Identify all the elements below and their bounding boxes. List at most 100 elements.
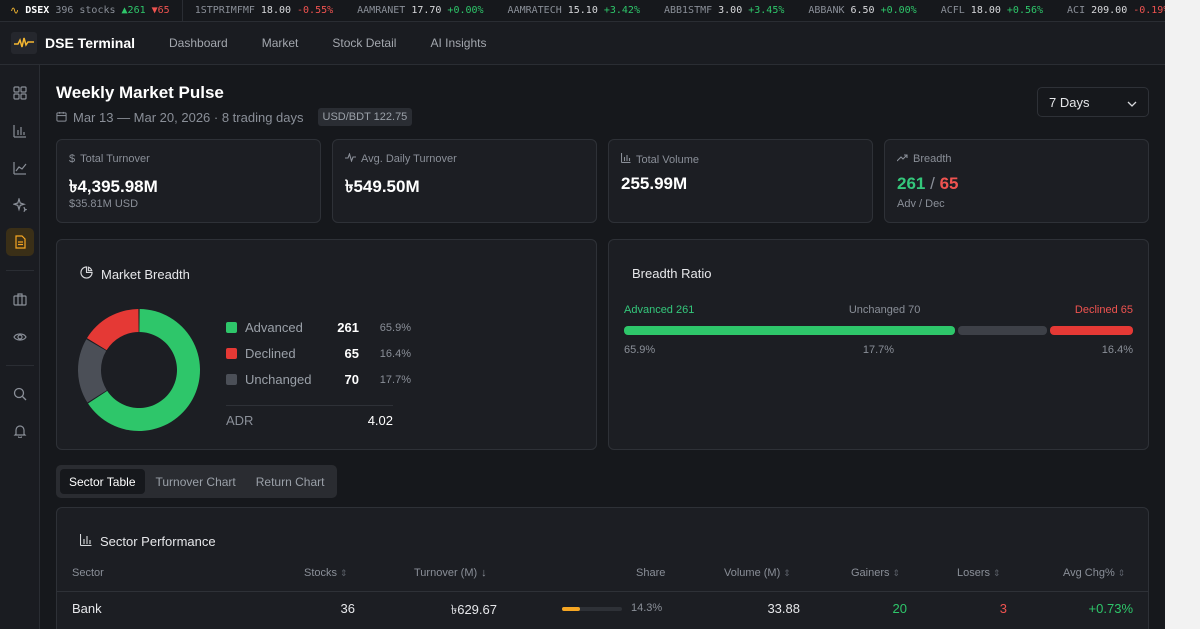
col-gainers[interactable]: Gainers ⇕	[851, 567, 900, 579]
legend-count: 70	[344, 372, 359, 387]
sort-icon: ⇕	[783, 568, 791, 578]
cell-stocks: 36	[340, 601, 355, 616]
col-label: Volume (M)	[724, 567, 781, 579]
ticker-item[interactable]: 1STPRIMFMF 18.00 -0.55%	[195, 5, 333, 16]
col-sector[interactable]: Sector	[72, 567, 104, 579]
nav-ai-insights[interactable]: AI Insights	[430, 36, 487, 50]
donut-slice-advanced[interactable]	[88, 309, 200, 431]
col-stocks[interactable]: Stocks ⇕	[304, 567, 348, 579]
cell-gainers: 20	[892, 601, 907, 616]
declines-count: ▼65	[151, 5, 170, 16]
fx-rate-badge: USD/BDT 122.75	[317, 108, 413, 126]
ratio-advanced-label: Advanced 261	[624, 304, 695, 316]
main-content: Weekly Market Pulse Mar 13 — Mar 20, 202…	[41, 66, 1165, 629]
sort-icon: ⇕	[1117, 568, 1126, 578]
sidebar-divider	[6, 270, 34, 271]
ticker-item[interactable]: AAMRANET 17.70 +0.00%	[357, 5, 483, 16]
index-name: DSEX	[25, 5, 50, 16]
col-losers[interactable]: Losers ⇕	[957, 567, 1001, 579]
stat-label: Breadth	[896, 153, 952, 165]
nav-stock-detail[interactable]: Stock Detail	[332, 36, 397, 50]
legend-count: 261	[337, 320, 359, 335]
ratio-unchanged-label: Unchanged 70	[848, 304, 921, 316]
stat-label-text: Avg. Daily Turnover	[361, 153, 457, 165]
line-chart-icon[interactable]	[6, 154, 34, 182]
sector-performance-card: Sector Performance Sector Stocks ⇕ Turnov…	[56, 507, 1149, 629]
card-title-text: Sector Performance	[100, 534, 216, 549]
ticker-change: +3.45%	[748, 5, 785, 16]
table-row[interactable]: Bank 36 ৳629.67 14.3% 33.88 20 3 +0.73%	[57, 591, 1148, 626]
report-icon[interactable]	[6, 228, 34, 256]
ticker-change: +0.00%	[447, 5, 484, 16]
ticker-change: -0.19%	[1133, 5, 1165, 16]
tab-turnover-chart[interactable]: Turnover Chart	[155, 474, 236, 489]
briefcase-icon[interactable]	[6, 285, 34, 313]
col-label: Losers	[957, 567, 991, 579]
nav-market[interactable]: Market	[261, 36, 299, 50]
stat-label: Avg. Daily Turnover	[345, 152, 457, 165]
ticker-item[interactable]: ACFL 18.00 +0.56%	[941, 5, 1043, 16]
chevron-down-icon	[1127, 95, 1137, 110]
ratio-unchanged-pct: 17.7%	[862, 344, 895, 356]
bar-chart-icon[interactable]	[6, 117, 34, 145]
ratio-bar	[624, 326, 1133, 335]
pulse-icon: ∿	[10, 4, 20, 17]
cell-volume: 33.88	[767, 601, 800, 616]
ticker-symbol: 1STPRIMFMF	[194, 5, 255, 16]
adr-label: ADR	[226, 413, 254, 428]
search-icon[interactable]	[6, 380, 34, 408]
period-select-value: 7 Days	[1049, 94, 1090, 110]
stat-sub: Adv / Dec	[897, 198, 945, 210]
nav-dashboard[interactable]: Dashboard	[169, 36, 228, 50]
col-turnover[interactable]: Turnover (M) ↓	[414, 567, 487, 579]
sparkles-icon[interactable]	[6, 191, 34, 219]
legend-pct: 17.7%	[379, 373, 411, 386]
legend-declined: Declined 65 16.4%	[226, 346, 411, 361]
ticker-item[interactable]: ABBANK 6.50 +0.00%	[808, 5, 916, 16]
donut-slice-unchanged[interactable]	[77, 339, 107, 403]
stock-count: 396 stocks	[55, 5, 116, 16]
ticker-symbol: ACI	[1067, 5, 1086, 16]
stat-label: $ Total Turnover	[69, 153, 150, 165]
stat-sub: $35.81M USD	[69, 198, 139, 210]
grid-icon[interactable]	[6, 79, 34, 107]
stat-card-total-volume: Total Volume 255.99M	[608, 139, 873, 223]
eye-icon[interactable]	[6, 323, 34, 351]
ratio-bar-unchanged	[958, 326, 1048, 335]
sort-icon: ⇕	[993, 568, 1001, 578]
col-share[interactable]: Share	[636, 567, 666, 579]
sort-icon: ⇕	[892, 568, 901, 578]
col-volume[interactable]: Volume (M) ⇕	[724, 567, 791, 579]
cell-turnover: ৳629.67	[450, 602, 497, 617]
breadth-sep: /	[930, 174, 935, 193]
table-header: Sector Stocks ⇕ Turnover (M) ↓ Share Volum…	[57, 567, 1148, 591]
ticker-item[interactable]: AAMRATECH 15.10 +3.42%	[508, 5, 640, 16]
date-range: Mar 13 — Mar 20, 2026 · 8 trading days	[73, 109, 304, 125]
tab-sector-table[interactable]: Sector Table	[60, 469, 145, 494]
col-label: Gainers	[851, 567, 890, 579]
col-avg-chg[interactable]: Avg Chg% ⇕	[1063, 567, 1125, 579]
col-label: Turnover (M)	[414, 567, 478, 579]
stat-card-avg-daily-turnover: Avg. Daily Turnover ৳549.50M	[332, 139, 597, 223]
bell-icon[interactable]	[6, 417, 34, 445]
adr-row: ADR 4.02	[226, 405, 393, 428]
index-summary[interactable]: ∿ DSEX 396 stocks ▲261 ▼65	[0, 0, 183, 21]
ticker-item[interactable]: ABB1STMF 3.00 +3.45%	[664, 5, 784, 16]
sort-icon: ⇕	[340, 568, 348, 578]
stat-value: 255.99M	[621, 174, 688, 193]
unchanged-swatch	[226, 374, 237, 385]
logo-icon	[11, 32, 37, 54]
page-scrollbar[interactable]	[1165, 0, 1200, 629]
breadth-ratio-card: Breadth Ratio Advanced 261 Unchanged 70 …	[608, 239, 1149, 450]
ticker-change: +0.00%	[880, 5, 917, 16]
ticker-item[interactable]: ACI 209.00 -0.19%	[1067, 5, 1165, 16]
app-logo[interactable]: DSE Terminal	[0, 32, 150, 54]
tab-return-chart[interactable]: Return Chart	[255, 474, 325, 489]
ticker-symbol: ACFL	[940, 5, 965, 16]
legend-label: Advanced	[245, 320, 303, 335]
donut-slice-declined[interactable]	[86, 309, 139, 351]
market-breadth-card: Market Breadth Advanced 261 65.9% Declin…	[56, 239, 597, 450]
period-select[interactable]: 7 Days	[1037, 87, 1149, 117]
ticker-change: +3.42%	[603, 5, 640, 16]
breadth-adv: 261	[897, 174, 926, 193]
